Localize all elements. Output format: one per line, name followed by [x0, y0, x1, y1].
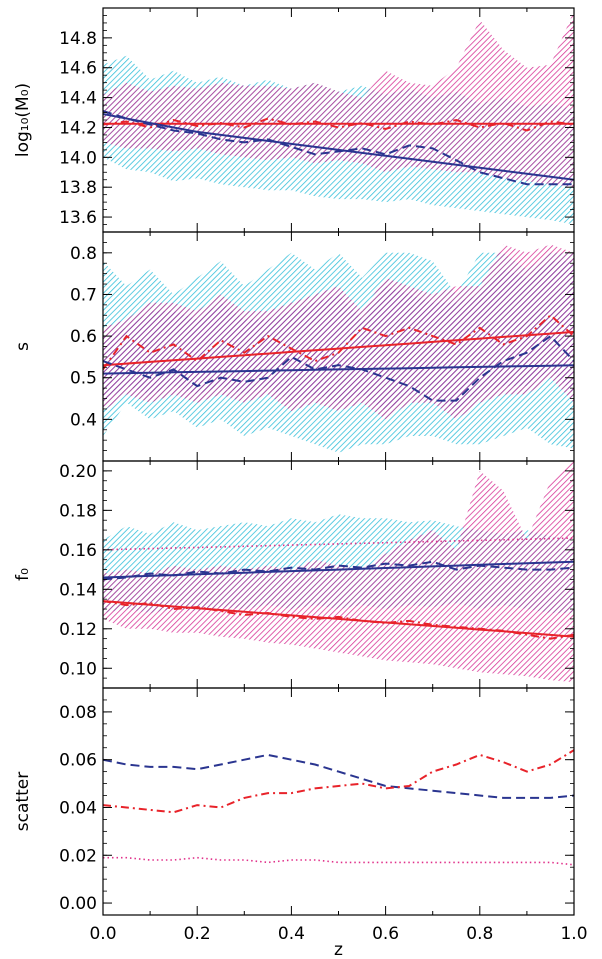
y-tick-label: 0.14	[59, 580, 97, 600]
band-magenta	[103, 461, 574, 683]
y-axis-label: scatter	[13, 772, 33, 831]
x-tick-label: 0.0	[89, 924, 116, 944]
y-tick-label: 14.2	[59, 118, 97, 138]
panel-3: 0.10 0.12 0.14 0.16 0.18 0.20 f₀	[13, 460, 575, 689]
x-axis-label: z	[334, 940, 343, 959]
y-tick-label: 0.5	[70, 369, 97, 389]
x-tick-label: 0.4	[278, 924, 305, 944]
series-pink-dotted	[103, 537, 574, 551]
y-tick-label: 0.10	[59, 659, 97, 679]
y-tick-label: 0.00	[59, 894, 97, 914]
band-magenta	[103, 11, 574, 188]
y-tick-label: 14.0	[59, 148, 97, 168]
y-tick-label: 14.6	[59, 59, 97, 79]
band-overlap	[103, 261, 574, 411]
x-tick-label: 0.2	[184, 924, 211, 944]
y-tick-label: 0.12	[59, 620, 97, 640]
x-tick-label: 0.8	[466, 924, 493, 944]
series-red-dashdot	[103, 117, 574, 132]
y-axis-label: s	[13, 342, 33, 351]
series-blue-dashed	[103, 753, 574, 799]
y-tick-label: 0.6	[70, 327, 97, 347]
panel-1: 13.6 13.8 14.0 14.2 14.4 14.6 14.8 log₁₀(M₀)	[13, 7, 575, 233]
y-tick-label: 0.02	[59, 846, 97, 866]
series-red-dashdot	[103, 600, 574, 640]
y-tick-label: 0.16	[59, 541, 97, 561]
y-axis-label: log₁₀(M₀)	[13, 83, 33, 157]
series-red-solid	[103, 600, 574, 638]
panel-4: 0.00 0.02 0.04 0.06 0.08 scatter 0.0 0.2 0.4 0.6 0…	[13, 687, 588, 959]
series-red-dashdot	[103, 313, 574, 370]
series-pink-dotted	[103, 856, 574, 866]
y-tick-label: 0.4	[70, 410, 97, 430]
y-tick-label: 0.18	[59, 501, 97, 521]
y-tick-label: 0.06	[59, 751, 97, 771]
series-blue-solid	[103, 364, 574, 375]
series-blue-dashed	[103, 560, 574, 581]
series-blue-solid	[103, 560, 574, 579]
series-red-dashdot	[103, 749, 574, 814]
y-tick-label: 0.8	[70, 244, 97, 264]
y-tick-label: 0.04	[59, 798, 97, 818]
y-tick-label: 14.4	[59, 89, 97, 109]
series-blue-dashed	[103, 110, 574, 186]
x-tick-label: 0.6	[372, 924, 399, 944]
y-tick-label: 0.7	[70, 285, 97, 305]
series-red-solid	[103, 330, 574, 367]
y-tick-label: 0.08	[59, 703, 97, 723]
panel-2: 0.4 0.5 0.6 0.7 0.8 s	[13, 231, 575, 462]
series-blue-solid	[103, 113, 574, 181]
y-axis-label: f₀	[13, 568, 33, 581]
x-tick-label: 1.0	[560, 924, 587, 944]
panel-frame	[102, 687, 575, 916]
y-tick-label: 14.8	[59, 29, 97, 49]
y-tick-label: 13.6	[59, 208, 97, 228]
y-tick-label: 0.20	[59, 462, 97, 482]
y-tick-label: 13.8	[59, 178, 97, 198]
